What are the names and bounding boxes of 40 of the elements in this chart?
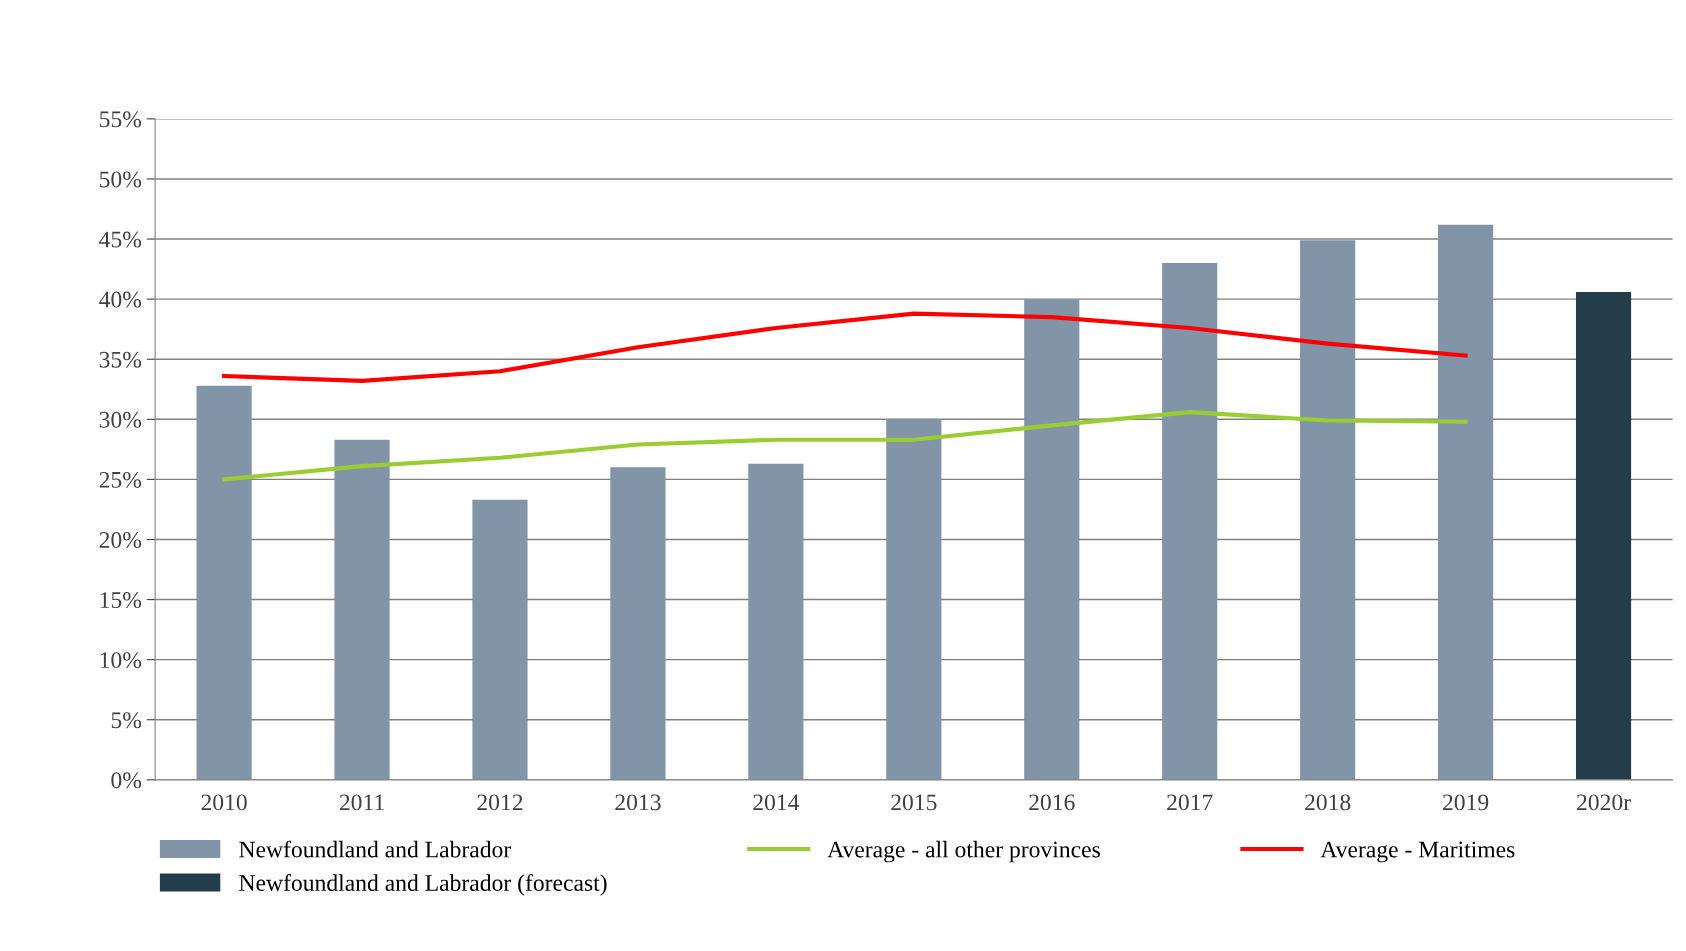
y-tick-label: 45% [99, 231, 142, 248]
y-tick-label: 35% [99, 351, 142, 368]
x-tick-label: 2018 [1305, 794, 1351, 811]
x-tick-label: 2017 [1167, 794, 1213, 811]
y-tick-label: 20% [99, 531, 142, 548]
y-tick-label: 55% [100, 111, 142, 128]
y-tick-label: 5% [111, 712, 142, 729]
legend-label: Average - all other provinces [827, 840, 1100, 863]
line-series [221, 410, 1468, 482]
bar [886, 419, 942, 780]
x-tick-label: 2010 [201, 794, 247, 811]
y-tick-label: 25% [99, 471, 142, 488]
x-tick-label: 2012 [477, 794, 523, 811]
legend-label: Average - Maritimes [1320, 841, 1515, 863]
y-tick-label: 15% [100, 592, 142, 609]
x-tick-label: 2011 [339, 794, 384, 811]
bar [1024, 299, 1080, 780]
x-tick-label: 2015 [891, 794, 937, 811]
bar [472, 499, 528, 780]
legend-label: Newfoundland and Labrador [239, 840, 512, 858]
y-tick-label: 40% [99, 291, 142, 308]
bar [610, 467, 666, 780]
line-series [221, 311, 1468, 383]
bar [334, 439, 390, 780]
x-tick-label: 2020r [1577, 794, 1631, 811]
bar [1300, 240, 1356, 780]
y-tick-label: 0% [111, 772, 142, 789]
y-tick-label: 50% [100, 171, 142, 188]
bar [196, 385, 252, 780]
y-tick-label: 30% [99, 411, 142, 428]
x-tick-label: 2016 [1029, 794, 1075, 811]
y-tick-label: 10% [100, 652, 142, 669]
x-tick-label: 2013 [615, 794, 661, 811]
x-tick-label: 2019 [1443, 794, 1489, 811]
legend-label: Newfoundland and Labrador (forecast) [239, 874, 607, 896]
bar [1438, 224, 1494, 780]
bar [1575, 291, 1632, 780]
bar [1162, 263, 1218, 780]
bar [748, 463, 804, 780]
x-tick-label: 2014 [753, 794, 800, 811]
